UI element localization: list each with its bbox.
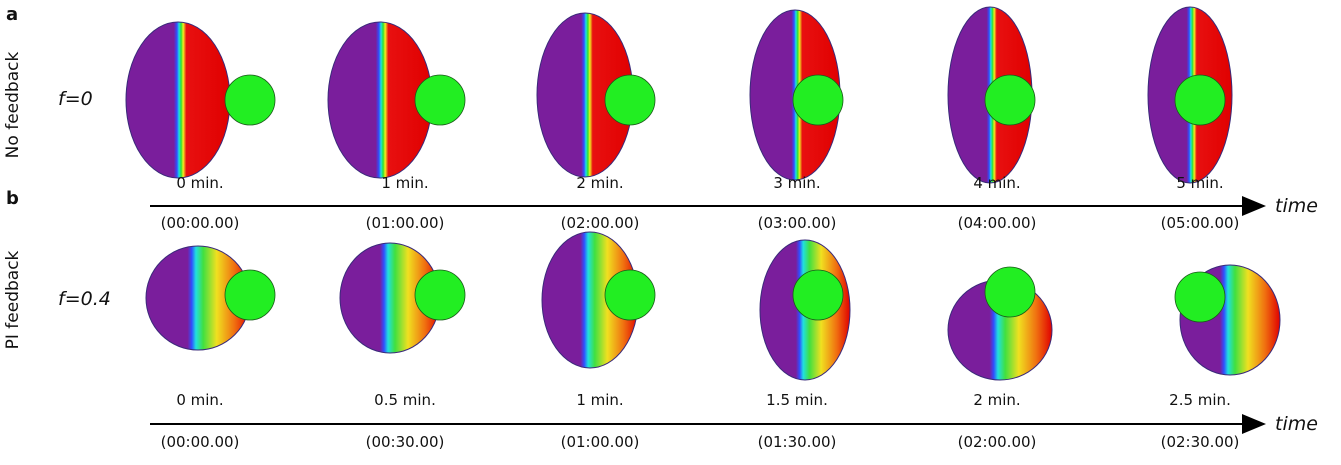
stimulus-disk: [225, 270, 275, 320]
clock-label: (01:00.00): [366, 214, 445, 232]
clock-label: (02:00.00): [958, 433, 1037, 451]
time-label: 2.5 min.: [1169, 391, 1231, 409]
clock-label: (03:00.00): [758, 214, 837, 232]
stimulus-disk: [225, 75, 275, 125]
clock-label: (04:00.00): [958, 214, 1037, 232]
time-label: 1 min.: [576, 391, 623, 409]
f-label: f=0: [58, 88, 93, 110]
stimulus-disk: [415, 270, 465, 320]
stimulus-disk: [1175, 272, 1225, 322]
stimulus-disk: [415, 75, 465, 125]
cell-blob: [126, 22, 230, 178]
panel-letter: a: [6, 4, 18, 25]
axis-label: time: [1275, 413, 1318, 435]
time-label: 0.5 min.: [374, 391, 436, 409]
stimulus-disk: [605, 270, 655, 320]
time-label: 3 min.: [773, 174, 820, 192]
time-label: 5 min.: [1176, 174, 1223, 192]
f-label: f=0.4: [58, 288, 111, 310]
time-label: 4 min.: [973, 174, 1020, 192]
figure: a No feedback f=0 time 0 min. (00:00.00) 1 min…: [0, 0, 1341, 461]
clock-label: (02:30.00): [1161, 433, 1240, 451]
time-label: 1 min.: [381, 174, 428, 192]
row-label: No feedback: [3, 52, 23, 159]
clock-label: (00:00.00): [161, 433, 240, 451]
clock-label: (01:30.00): [758, 433, 837, 451]
clock-label: (05:00.00): [1161, 214, 1240, 232]
stimulus-disk: [1175, 75, 1225, 125]
row-label: PI feedback: [3, 250, 23, 349]
time-label: 0 min.: [176, 174, 223, 192]
clock-label: (01:00.00): [561, 433, 640, 451]
axis-label: time: [1275, 195, 1318, 217]
time-label: 2 min.: [576, 174, 623, 192]
stimulus-disk: [793, 270, 843, 320]
time-label: 1.5 min.: [766, 391, 828, 409]
clock-label: (00:00.00): [161, 214, 240, 232]
stimulus-disk: [605, 75, 655, 125]
time-label: 2 min.: [973, 391, 1020, 409]
stimulus-disk: [985, 267, 1035, 317]
stimulus-disk: [985, 75, 1035, 125]
stimulus-disk: [793, 75, 843, 125]
clock-label: (00:30.00): [366, 433, 445, 451]
panel-letter: b: [6, 188, 19, 209]
time-label: 0 min.: [176, 391, 223, 409]
clock-label: (02:00.00): [561, 214, 640, 232]
